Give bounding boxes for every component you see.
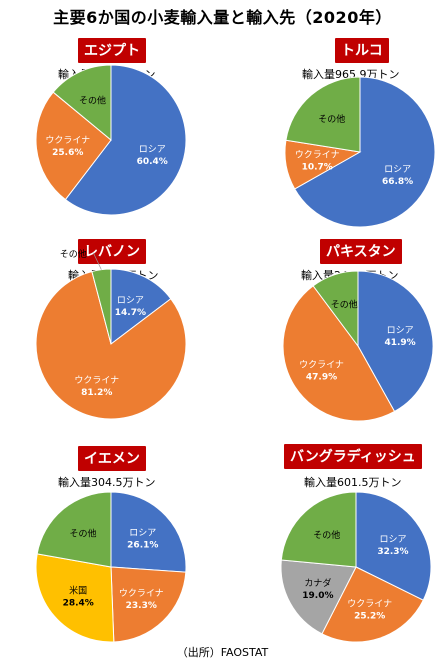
source-note: （出所）FAOSTAT [176, 646, 269, 659]
slice-name-label: ウクライナ [295, 150, 340, 161]
slice-value-label: 25.2% [354, 611, 385, 621]
pie-slice [110, 566, 187, 643]
pie-slice [280, 559, 357, 635]
slice-name-label: ロシア [387, 326, 414, 336]
slice-value-label: 25.6% [52, 148, 83, 158]
slice-name-label: ロシア [384, 165, 411, 175]
pie-slice [35, 553, 115, 643]
pie-slice [285, 76, 361, 153]
slice-name-label: ウクライナ [347, 598, 392, 609]
slice-name-label: ロシア [129, 528, 156, 538]
country-badge: レバノン [78, 239, 146, 264]
slice-name-label: ロシア [139, 145, 166, 155]
slice-value-label: 10.7% [302, 163, 333, 173]
slice-name-label: ウクライナ [74, 375, 119, 386]
pie-slice [282, 285, 396, 422]
slice-value-label: 28.4% [63, 599, 94, 609]
slice-name-label: ウクライナ [45, 135, 90, 146]
pie-slice [35, 270, 187, 420]
country-badge: エジプト [78, 38, 146, 63]
country-badge: パキスタン [320, 239, 402, 264]
pie-slice [110, 491, 187, 573]
slice-name-label: ウクライナ [119, 588, 164, 599]
slice-value-label: 47.9% [306, 373, 337, 383]
slice-name-label: その他 [331, 299, 358, 311]
pie-chart: ロシア 66.8% ウクライナ 10.7% その他 [284, 76, 436, 228]
slice-name-label: その他 [60, 248, 87, 260]
slice-name-label: その他 [70, 528, 97, 540]
pie-panel-turkey: トルコ 輸入量965.9万トン ロシア 66.8% ウクライナ 10.7% その他 [222, 32, 444, 232]
pie-slice [91, 268, 112, 345]
import-volume-label: 輸入量965.9万トン [302, 68, 400, 81]
pie-slice [294, 76, 436, 228]
slice-value-label: 81.2% [81, 388, 112, 398]
slice-name-label: その他 [79, 95, 106, 107]
pie-slice [280, 491, 357, 568]
pie-panel-bangladesh: バングラディッシュ 輸入量601.5万トン ロシア 32.3% ウクライナ 25.2%… [222, 440, 444, 643]
pie-slice [36, 491, 112, 568]
import-volume-label: 輸入量304.5万トン [58, 476, 156, 489]
slice-value-label: 14.7% [115, 308, 146, 318]
slice-name-label: ロシア [379, 535, 406, 545]
slice-name-label: 米国 [69, 585, 87, 597]
slice-value-label: 26.1% [127, 540, 158, 550]
slice-value-label: 19.0% [302, 591, 333, 601]
slice-value-label: 60.4% [137, 157, 168, 167]
slice-value-label: 32.3% [377, 547, 408, 557]
slice-value-label: 23.3% [126, 601, 157, 611]
pie-slice [357, 270, 434, 413]
pie-slice [355, 491, 432, 601]
country-badge: トルコ [335, 38, 389, 63]
pie-chart: ロシア 60.4% ウクライナ 25.6% その他 [35, 64, 187, 216]
pie-slice [52, 64, 112, 142]
pie-chart: ロシア 14.7% ウクライナ 81.2% その他 [35, 248, 187, 420]
pie-chart: ロシア 41.9% ウクライナ 47.9% その他 [282, 270, 434, 422]
pie-slice [321, 566, 424, 643]
slice-value-label: 66.8% [382, 177, 413, 187]
slice-name-label: カナダ [304, 577, 331, 589]
page-title: 主要6か国の小麦輸入量と輸入先（2020年） [53, 8, 392, 27]
pie-chart: ロシア 26.1% ウクライナ 23.3% 米国 28.4% その他 [35, 491, 187, 643]
country-badge: バングラディッシュ [284, 444, 422, 469]
leader-line [92, 252, 102, 270]
slice-name-label: その他 [318, 113, 345, 125]
slice-value-label: 41.9% [384, 338, 415, 348]
pie-slice [35, 91, 112, 201]
slice-name-label: ロシア [117, 296, 144, 306]
country-badge: イエメン [78, 446, 146, 471]
pie-slice [312, 270, 359, 348]
pie-panel-yemen: イエメン 輸入量304.5万トン ロシア 26.1% ウクライナ 23.3% 米国 28.… [0, 440, 222, 643]
slice-name-label: その他 [313, 529, 340, 541]
slice-name-label: ウクライナ [299, 360, 344, 371]
import-volume-label: 輸入量601.5万トン [304, 476, 402, 489]
pie-slice [110, 268, 172, 346]
pie-chart: ロシア 32.3% ウクライナ 25.2% カナダ 19.0% その他 [280, 491, 432, 643]
pie-slice [64, 64, 187, 216]
